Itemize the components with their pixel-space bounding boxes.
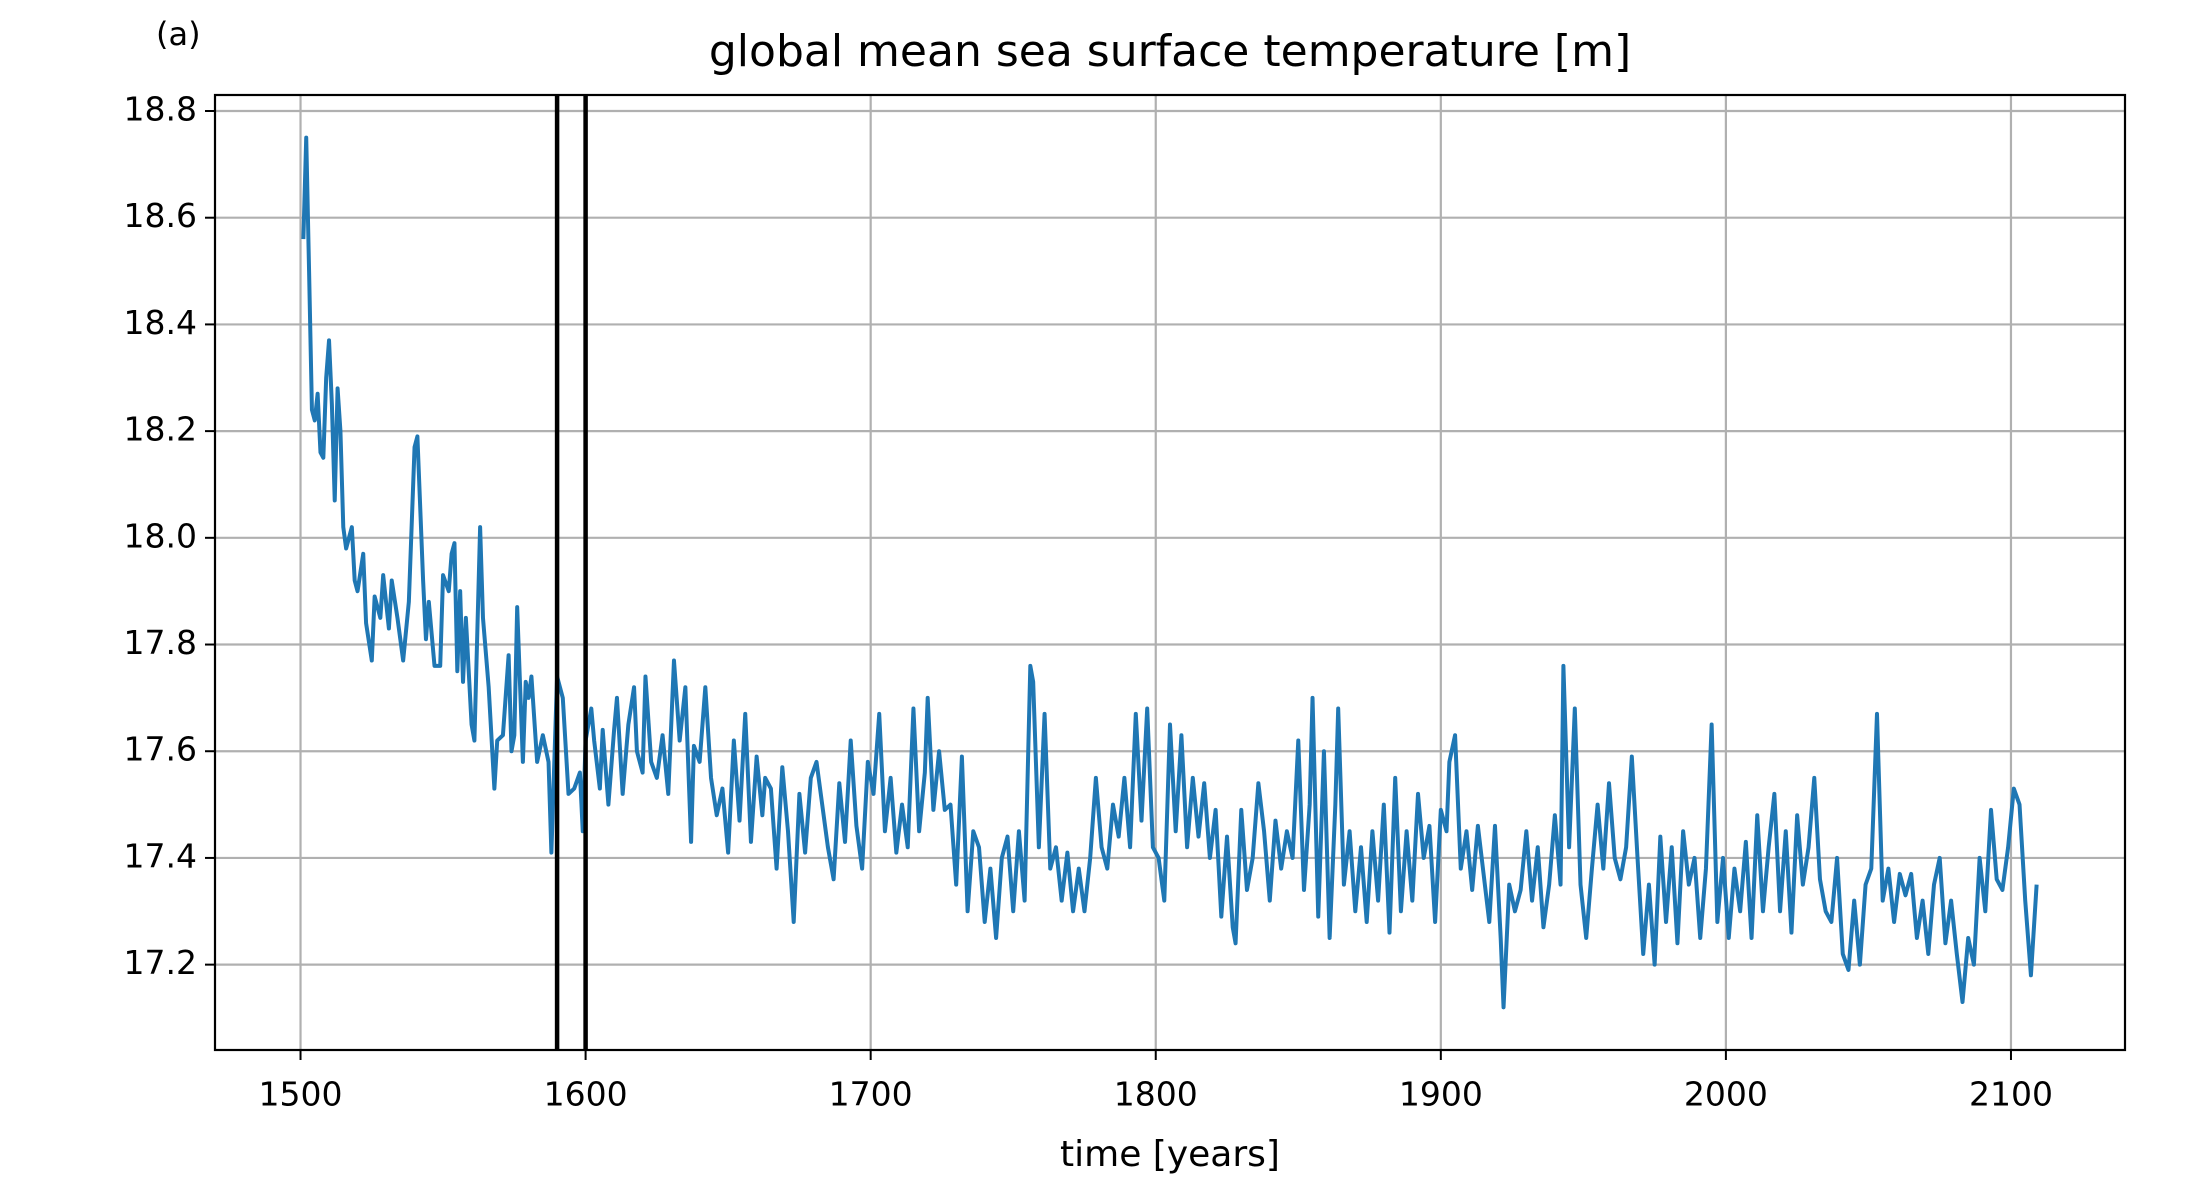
x-tick-label: 1900 xyxy=(1399,1075,1483,1114)
y-tick-label: 18.0 xyxy=(124,516,197,555)
x-tick-label: 1700 xyxy=(829,1075,913,1114)
y-tick-label: 18.2 xyxy=(124,410,197,449)
x-tick-label: 2000 xyxy=(1684,1075,1768,1114)
y-tick-label: 17.6 xyxy=(124,730,197,769)
data-line xyxy=(301,135,2039,1010)
y-tick-label: 17.8 xyxy=(124,623,197,662)
chart-title: global mean sea surface temperature [m] xyxy=(709,26,1631,77)
x-tick-label: 1800 xyxy=(1114,1075,1198,1114)
y-tick-label: 18.6 xyxy=(124,196,197,235)
x-tick-label: 2100 xyxy=(1969,1075,2053,1114)
panel-label: (a) xyxy=(156,15,201,53)
x-axis-label: time [years] xyxy=(1060,1134,1280,1175)
x-tick-label: 1500 xyxy=(259,1075,343,1114)
plot-frame xyxy=(213,93,2127,1052)
x-tick-label: 1600 xyxy=(544,1075,628,1114)
y-tick-label: 18.8 xyxy=(124,90,197,129)
y-tick-label: 18.4 xyxy=(124,303,197,342)
y-tick-label: 17.4 xyxy=(124,836,197,875)
y-tick-label: 17.2 xyxy=(124,943,197,982)
